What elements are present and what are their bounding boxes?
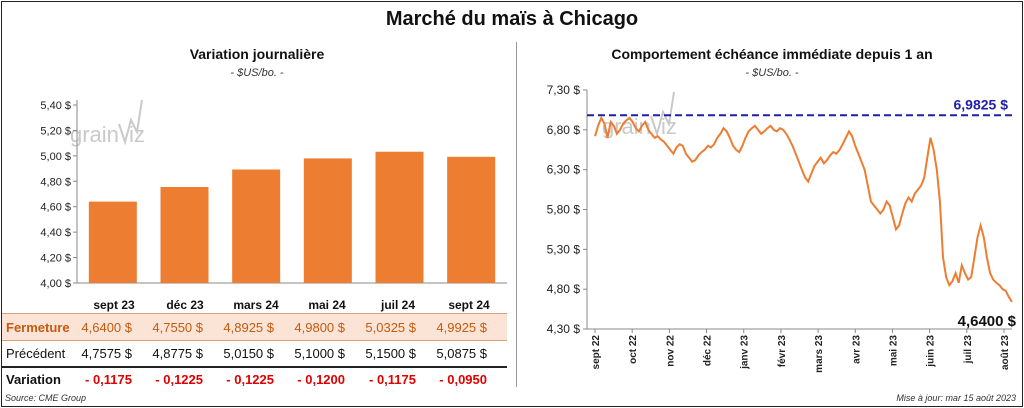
y-tick-label: 4,60 $ [40, 202, 71, 214]
x-tick-label: déc 22 [703, 335, 714, 367]
y-tick-label: 5,80 $ [547, 203, 581, 217]
max-price-label: 6,9825 $ [954, 96, 1009, 112]
bar [303, 158, 352, 283]
variation-cell: - 0,1225 [155, 372, 203, 387]
y-tick-label: 6,30 $ [547, 163, 581, 177]
last-price-label: 4,6400 $ [958, 313, 1017, 330]
price-series-line [594, 115, 1013, 303]
right-chart-unit: - $US/bo. - [745, 67, 799, 79]
svg-text:iz: iz [129, 122, 145, 147]
left-chart-unit: - $US/bo. - [230, 67, 284, 79]
fermeture-cell: 5,0325 $ [365, 320, 416, 335]
y-tick-label: 5,20 $ [40, 125, 71, 137]
x-tick-label: juin 23 [926, 335, 937, 368]
x-tick-label: août 23 [1000, 335, 1011, 370]
bar [88, 201, 137, 283]
variation-label: Variation [6, 372, 61, 387]
bar-category-label: mars 24 [233, 298, 279, 312]
y-tick-label: 5,40 $ [40, 100, 71, 112]
grainwiz-logo: grain iz [70, 99, 145, 147]
variation-cell: - 0,1225 [226, 372, 274, 387]
variation-row: Variation - 0,1175 - 0,1225 - 0,1225 - 0… [2, 366, 507, 392]
y-tick-label: 4,80 $ [40, 176, 71, 188]
precedent-cell: 4,7575 $ [81, 346, 132, 361]
x-tick-label: oct 22 [628, 335, 639, 364]
variation-cell: - 0,1175 [369, 372, 416, 387]
updated-note: Mise à jour: mar 15 août 2023 [896, 393, 1016, 403]
bar-chart: grain iz 4,00 $ 4,20 $ 4,40 $ 4,60 $ 4,80 $ 5… [40, 99, 507, 290]
fermeture-row: Fermeture 4,6400 $ 4,7550 $ 4,8925 $ 4,9… [2, 313, 507, 341]
y-tick-label: 5,00 $ [40, 151, 71, 163]
bar [447, 156, 496, 283]
x-tick-label: nov 22 [665, 335, 676, 367]
x-tick-label: mars 23 [814, 335, 825, 373]
right-chart-title: Comportement échéance immédiate depuis 1… [611, 46, 933, 62]
source-note: Source: CME Group [5, 393, 87, 403]
precedent-row: Précédent 4,7575 $ 4,8775 $ 5,0150 $ 5,1… [2, 340, 507, 368]
y-tick-label: 6,80 $ [547, 123, 581, 137]
y-tick-label: 4,20 $ [40, 253, 71, 265]
precedent-cell: 5,0875 $ [436, 346, 487, 361]
bar [375, 151, 424, 283]
y-tick-label: 5,30 $ [547, 242, 581, 256]
fermeture-cell: 4,6400 $ [81, 320, 132, 335]
svg-text:grain: grain [70, 122, 119, 147]
x-tick-label: avr 23 [851, 335, 862, 364]
x-tick-label: janv 23 [740, 335, 751, 370]
variation-cell: - 0,0950 [439, 372, 487, 387]
bar-category-label: mai 24 [308, 298, 346, 312]
svg-text:iz: iz [661, 114, 677, 139]
fermeture-cell: 4,9925 $ [436, 320, 487, 335]
y-tick-label: 4,80 $ [547, 282, 581, 296]
bar-category-label: déc 23 [166, 298, 204, 312]
fermeture-cell: 4,8925 $ [223, 320, 274, 335]
precedent-cell: 4,8775 $ [152, 346, 203, 361]
bar-category-label: sept 23 [93, 298, 135, 312]
precedent-cell: 5,0150 $ [223, 346, 274, 361]
y-tick-label: 4,40 $ [40, 227, 71, 239]
y-tick-label: 7,30 $ [547, 83, 581, 97]
line-chart: grain iz 4,30 $4,80 $5,30 $5,80 $6,30 $6… [547, 83, 1017, 373]
panel-divider [516, 42, 517, 387]
y-tick-label: 4,30 $ [547, 322, 581, 336]
bar-category-label: sept 24 [448, 298, 490, 312]
bar [232, 169, 281, 283]
bar [160, 187, 209, 283]
bar-category-label: juil 24 [380, 298, 415, 312]
x-tick-label: févr 23 [777, 335, 788, 368]
precedent-cell: 5,1500 $ [365, 346, 416, 361]
precedent-label: Précédent [6, 346, 66, 361]
x-tick-label: sept 22 [591, 335, 602, 370]
precedent-cell: 5,1000 $ [294, 346, 345, 361]
y-tick-label: 4,00 $ [40, 278, 71, 290]
page-title: Marché du maïs à Chicago [385, 8, 639, 30]
variation-cell: - 0,1200 [297, 372, 345, 387]
x-tick-label: mai 23 [888, 335, 899, 367]
fermeture-cell: 4,7550 $ [152, 320, 203, 335]
variation-cell: - 0,1175 [85, 372, 132, 387]
left-chart-title: Variation journalière [189, 46, 325, 62]
fermeture-cell: 4,9800 $ [294, 320, 345, 335]
fermeture-label: Fermeture [6, 320, 70, 335]
x-tick-label: juil 23 [963, 335, 974, 365]
